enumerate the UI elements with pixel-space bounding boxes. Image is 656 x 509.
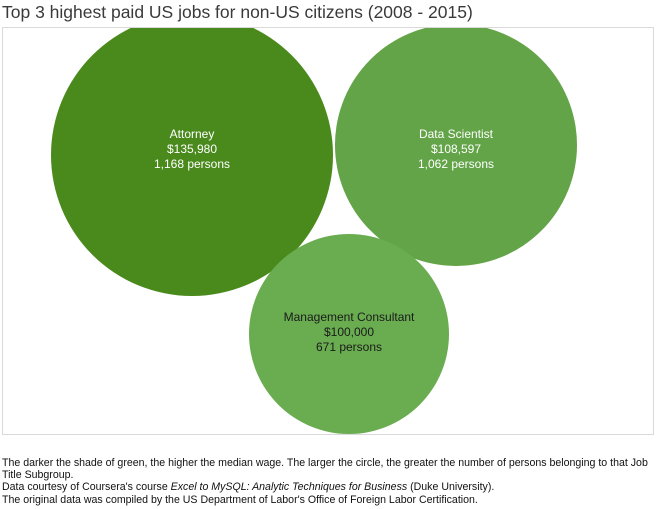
bubble-job-label: Management Consultant	[284, 310, 415, 324]
bubble-wage-label: $108,597	[431, 142, 481, 156]
bubble-persons-label: 1,062 persons	[418, 157, 494, 171]
footnote-original-data: The original data was compiled by the US…	[2, 493, 478, 506]
bubble-circle	[249, 234, 449, 434]
bubble-job-label: Attorney	[170, 127, 215, 141]
footnote-data-source: Data courtesy of Coursera's course Excel…	[2, 481, 654, 493]
bubble-job-label: Data Scientist	[419, 127, 494, 141]
bubble-circle	[335, 28, 577, 266]
footnotes: The darker the shade of green, the highe…	[2, 457, 654, 506]
footnote-legend-explanation: The darker the shade of green, the highe…	[2, 457, 648, 482]
bubble-wage-label: $135,980	[167, 142, 217, 156]
bubble-persons-label: 1,168 persons	[154, 157, 230, 171]
bubble-persons-label: 671 persons	[316, 340, 382, 354]
bubble-circle	[51, 28, 333, 296]
plot-area: Attorney $135,980 1,168 persons Data Scient…	[2, 27, 654, 435]
bubble-wage-label: $100,000	[324, 325, 374, 339]
footnote-source-prefix: Data courtesy of Coursera's course	[2, 481, 171, 494]
footnote-course-name: Excel to MySQL: Analytic Techniques for …	[170, 481, 408, 494]
footnote-source-suffix: (Duke University).	[407, 481, 495, 494]
chart-title: Top 3 highest paid US jobs for non-US ci…	[2, 2, 473, 22]
